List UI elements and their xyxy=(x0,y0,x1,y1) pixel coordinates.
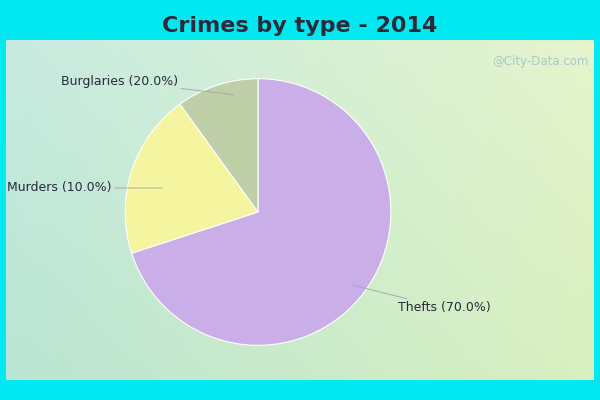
Text: Thefts (70.0%): Thefts (70.0%) xyxy=(353,285,490,314)
Wedge shape xyxy=(131,79,391,345)
Text: Crimes by type - 2014: Crimes by type - 2014 xyxy=(163,16,437,36)
Text: @City-Data.com: @City-Data.com xyxy=(492,56,589,68)
Wedge shape xyxy=(125,104,258,253)
Text: Murders (10.0%): Murders (10.0%) xyxy=(7,182,163,194)
Wedge shape xyxy=(180,79,258,212)
Text: Burglaries (20.0%): Burglaries (20.0%) xyxy=(61,75,234,95)
